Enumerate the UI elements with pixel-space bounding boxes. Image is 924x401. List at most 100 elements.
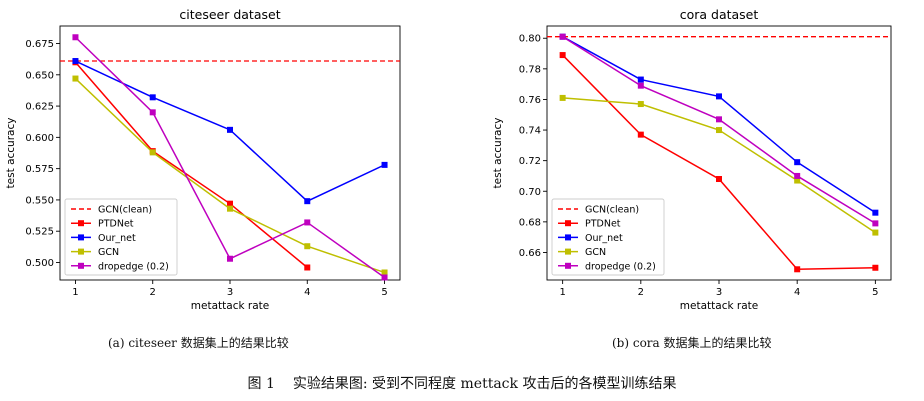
legend-entry: PTDNet bbox=[585, 219, 621, 230]
data-point bbox=[637, 82, 644, 89]
data-point bbox=[227, 126, 233, 133]
legend-entry: PTDNet bbox=[98, 219, 134, 230]
legend: GCN(clean) PTDNet Our_net GCN dropedge (0.2) bbox=[64, 198, 178, 276]
x-tick-label: 4 bbox=[794, 287, 800, 298]
data-point bbox=[72, 58, 79, 65]
y-axis-label: test accuracy bbox=[5, 118, 17, 189]
legend-marker bbox=[565, 248, 571, 255]
legend-entry: Our_net bbox=[98, 233, 136, 244]
data-point bbox=[716, 116, 722, 123]
series-ptdnet bbox=[559, 52, 879, 273]
data-point bbox=[227, 205, 233, 212]
x-tick-label: 1 bbox=[72, 287, 78, 298]
data-point bbox=[381, 269, 388, 276]
legend-marker bbox=[78, 220, 84, 227]
data-point bbox=[304, 219, 311, 226]
figure-caption: 图 1 实验结果图: 受到不同程度 mettack 攻击后的各模型训练结果 bbox=[0, 373, 924, 393]
subcaption-a: (a) citeseer 数据集上的结果比较 bbox=[108, 336, 289, 350]
series-gcn bbox=[559, 94, 879, 236]
y-tick-label: 0.625 bbox=[25, 102, 54, 113]
data-point bbox=[794, 177, 801, 184]
y-tick-label: 0.68 bbox=[519, 217, 541, 228]
x-axis-label: metattack rate bbox=[191, 300, 269, 312]
figure-caption-text: 实验结果图: 受到不同程度 mettack 攻击后的各模型训练结果 bbox=[292, 376, 677, 392]
legend-marker bbox=[565, 234, 571, 241]
legend-entry: dropedge (0.2) bbox=[98, 261, 169, 272]
x-tick-label: 5 bbox=[872, 287, 878, 298]
figure: citeseer dataset 1 2 3 4 5 0.500 0.525 0.550 0.57… bbox=[5, 7, 892, 312]
series-our-net bbox=[559, 33, 879, 216]
data-point bbox=[716, 176, 722, 183]
series-dropedge-0-2 bbox=[72, 34, 388, 281]
legend-marker bbox=[78, 262, 84, 269]
legend-marker bbox=[78, 248, 84, 255]
x-axis-label: metattack rate bbox=[680, 300, 758, 312]
figure-label: 图 1 bbox=[247, 376, 275, 392]
x-tick-label: 1 bbox=[559, 287, 565, 298]
data-point bbox=[381, 274, 388, 281]
data-point bbox=[872, 209, 879, 216]
y-tick-label: 0.70 bbox=[519, 187, 541, 198]
data-point bbox=[872, 229, 879, 236]
legend: GCN(clean) PTDNet Our_net GCN dropedge (0.2) bbox=[551, 198, 665, 276]
series-dropedge-0-2 bbox=[559, 33, 879, 227]
data-point bbox=[227, 200, 233, 207]
y-tick-label: 0.600 bbox=[25, 133, 54, 144]
y-axis-label: test accuracy bbox=[492, 118, 504, 189]
data-point bbox=[872, 264, 879, 271]
y-tick-label: 0.500 bbox=[25, 258, 54, 269]
y-tick-label: 0.76 bbox=[519, 95, 541, 106]
series-line bbox=[562, 36, 876, 214]
data-point bbox=[304, 243, 311, 250]
y-tick-label: 0.72 bbox=[519, 156, 541, 167]
data-point bbox=[149, 109, 156, 116]
x-tick-label: 2 bbox=[150, 287, 156, 298]
y-tick-label: 0.80 bbox=[519, 34, 541, 45]
chart-citeseer: citeseer dataset 1 2 3 4 5 0.500 0.525 0.550 0.57… bbox=[5, 7, 401, 312]
data-point bbox=[559, 33, 566, 40]
y-tick-label: 0.575 bbox=[25, 164, 54, 175]
y-tick-label: 0.550 bbox=[25, 195, 54, 206]
data-point bbox=[716, 127, 722, 134]
data-point bbox=[794, 159, 801, 166]
series-our-net bbox=[72, 58, 388, 205]
data-point bbox=[559, 52, 566, 59]
chart-title: cora dataset bbox=[680, 7, 759, 22]
data-point bbox=[304, 198, 311, 205]
legend-marker bbox=[78, 234, 84, 241]
data-point bbox=[716, 93, 722, 100]
legend-entry: Our_net bbox=[585, 233, 623, 244]
legend-marker bbox=[565, 262, 571, 269]
x-tick-label: 5 bbox=[381, 287, 387, 298]
legend-entry: GCN bbox=[98, 247, 119, 258]
y-tick-label: 0.675 bbox=[25, 39, 54, 50]
data-point bbox=[72, 34, 79, 41]
chart-title: citeseer dataset bbox=[179, 7, 280, 22]
data-point bbox=[381, 161, 388, 168]
subcaption-b: (b) cora 数据集上的结果比较 bbox=[612, 336, 772, 350]
data-point bbox=[637, 131, 644, 138]
data-point bbox=[794, 172, 801, 179]
legend-entry: dropedge (0.2) bbox=[585, 261, 656, 272]
y-tick-label: 0.525 bbox=[25, 227, 54, 238]
data-point bbox=[227, 255, 233, 262]
data-point bbox=[304, 264, 311, 271]
y-tick-label: 0.66 bbox=[519, 248, 541, 259]
legend-box bbox=[551, 198, 665, 276]
legend-marker bbox=[565, 220, 571, 227]
data-point bbox=[559, 94, 566, 101]
x-tick-label: 3 bbox=[716, 287, 722, 298]
legend-box bbox=[64, 198, 178, 276]
legend-entry: GCN bbox=[585, 247, 606, 258]
data-point bbox=[637, 76, 644, 83]
data-point bbox=[794, 266, 801, 273]
data-point bbox=[637, 101, 644, 108]
data-point bbox=[149, 94, 156, 101]
series-line bbox=[74, 61, 308, 269]
data-point bbox=[149, 149, 156, 156]
x-tick-label: 4 bbox=[304, 287, 310, 298]
x-tick-label: 3 bbox=[227, 287, 233, 298]
data-point bbox=[872, 220, 879, 227]
y-tick-label: 0.78 bbox=[519, 64, 541, 75]
chart-cora: cora dataset 1 2 3 4 5 0.66 0.68 0.70 0.72 0.74 0.7… bbox=[492, 7, 892, 312]
